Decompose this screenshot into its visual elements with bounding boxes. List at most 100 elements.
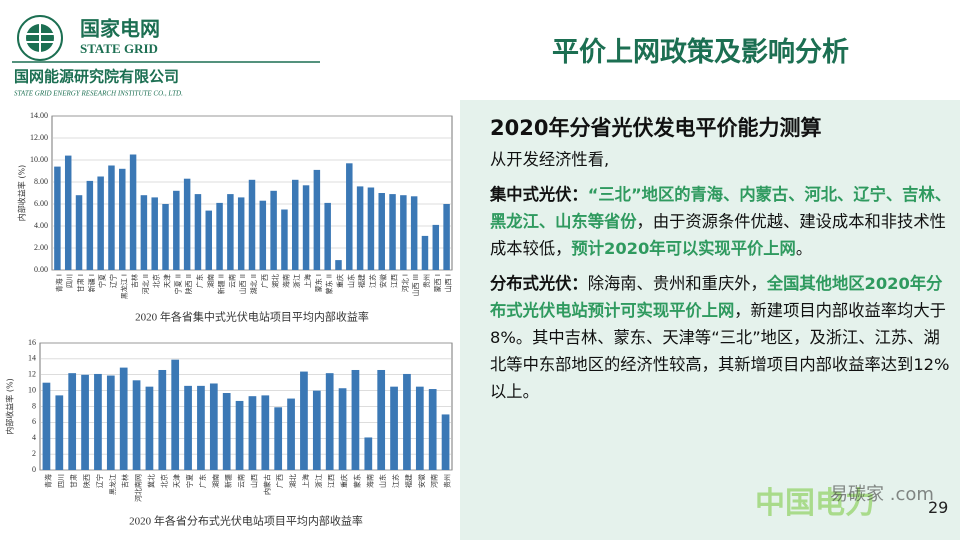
x-tick-label: 湖北 — [288, 474, 297, 488]
logo — [17, 15, 63, 61]
bar — [145, 386, 154, 470]
bar — [68, 373, 77, 470]
text-segment: 。 — [795, 239, 813, 258]
bar — [346, 163, 353, 270]
bar — [209, 383, 218, 470]
x-tick-label: 广东 — [198, 474, 207, 488]
x-tick-label: 河北南网 — [134, 474, 143, 502]
bar — [42, 382, 51, 470]
x-tick-label: 北京 — [152, 274, 161, 288]
x-tick-label: 江西 — [391, 274, 399, 288]
charts: 0.00 2.00 4.00 6.00 8.00 10.00 12.00 14.00 内部收益率… — [5, 111, 453, 528]
bar — [132, 380, 141, 470]
x-tick-label: 北京 — [159, 474, 168, 488]
text-segment: ，由于资源条件优越、建设成本和非技术性成本较低， — [490, 212, 946, 258]
bar — [106, 375, 115, 470]
x-tick-label: 江苏 — [368, 274, 377, 288]
bar — [86, 180, 94, 270]
x-tick-label: 山东 — [378, 474, 387, 488]
y-tick-label: 0.00 — [34, 265, 48, 274]
x-tick-label: 江苏 — [391, 474, 400, 488]
x-tick-label: 四川 — [66, 274, 74, 288]
x-tick-label: 蒙东 I — [314, 274, 323, 292]
bar — [108, 165, 115, 270]
x-tick-label: 海南 — [281, 274, 290, 288]
x-tick-label: 陕西 II — [184, 274, 193, 294]
bar — [261, 395, 270, 470]
bar — [274, 407, 283, 470]
bar — [173, 190, 180, 270]
x-tick-label: 安徽 — [379, 274, 388, 288]
bar — [94, 373, 102, 470]
bar — [432, 224, 440, 270]
y-tick-label: 14.00 — [30, 111, 48, 120]
bar — [248, 179, 256, 270]
paragraph: 分布式光伏：除海南、贵州和重庆外，全国其他地区2020年分布式光伏电站预计可实现… — [490, 270, 952, 405]
bar — [302, 185, 310, 270]
bar — [81, 374, 89, 470]
text-segment: “三北”地区的青海、内蒙古、河北、辽宁、吉林、黑龙江、山东等省份 — [490, 185, 952, 231]
bar — [151, 197, 158, 270]
y-tick-label: 4.00 — [34, 221, 48, 230]
x-tick-label: 江西 — [328, 474, 336, 488]
bar — [377, 369, 386, 470]
panel-text: 2020年分省光伏发电平价能力测算 从开发经济性看, 集中式光伏：“三北”地区的青… — [490, 112, 952, 413]
paragraph: 从开发经济性看, — [490, 146, 952, 173]
bar — [324, 202, 331, 270]
y-tick-label: 8 — [32, 401, 36, 410]
x-tick-label: 重庆 — [340, 474, 349, 488]
bar — [171, 359, 180, 470]
x-tick-label: 河南 — [430, 474, 439, 488]
bar — [351, 369, 360, 470]
x-tick-label: 浙江 — [314, 474, 323, 488]
x-tick-label: 山西 — [249, 474, 258, 488]
x-tick-label: 蒙东 II — [325, 274, 334, 294]
bar — [410, 196, 418, 270]
text-segment: 集中式光伏： — [490, 185, 588, 204]
bar — [227, 194, 234, 270]
bar — [292, 179, 299, 270]
x-tick-label: 湖南 — [211, 474, 220, 488]
x-tick-label: 蒙东 — [352, 474, 361, 488]
bar — [313, 169, 321, 270]
x-tick-label: 海南 — [365, 474, 374, 488]
bar — [248, 396, 257, 470]
bar — [378, 193, 385, 270]
bar — [443, 204, 450, 270]
x-tick-label: 新疆 II — [217, 274, 226, 294]
bar — [400, 195, 407, 270]
bar — [162, 204, 169, 270]
y-tick-label: 12 — [28, 370, 36, 379]
x-tick-label: 宁夏 — [98, 274, 107, 288]
x-tick-label: 山西 II — [238, 274, 247, 294]
y-tick-label: 8.00 — [34, 177, 48, 186]
x-tick-label: 贵州 — [443, 474, 452, 488]
y-tick-label: 16 — [28, 338, 36, 347]
institute-cn: 国网能源研究院有限公司 — [14, 68, 179, 86]
x-tick-label: 宁夏 — [185, 474, 194, 488]
bar — [367, 187, 375, 270]
bar — [428, 389, 437, 470]
bar — [390, 386, 398, 470]
x-tick-label: 云南 — [227, 274, 236, 288]
x-tick-label: 甘肃 — [69, 474, 78, 488]
text-segment: 从开发经济性看, — [490, 150, 610, 169]
x-tick-label: 湖南 — [206, 274, 215, 288]
bar — [403, 373, 411, 470]
bar — [97, 176, 104, 270]
bar — [140, 195, 148, 270]
x-tick-label: 广西 — [275, 474, 284, 488]
bar — [194, 194, 202, 270]
bar — [300, 371, 308, 470]
y-tick-label: 14 — [28, 354, 36, 363]
bar — [129, 154, 137, 270]
bar — [441, 414, 450, 470]
text-segment: 预计2020年可以实现平价上网 — [571, 239, 796, 258]
y-tick-label: 4 — [32, 433, 36, 442]
x-tick-label: 上海 — [301, 474, 310, 488]
bar — [259, 200, 267, 270]
bar — [222, 393, 231, 470]
x-tick-label: 青海 — [43, 474, 52, 488]
